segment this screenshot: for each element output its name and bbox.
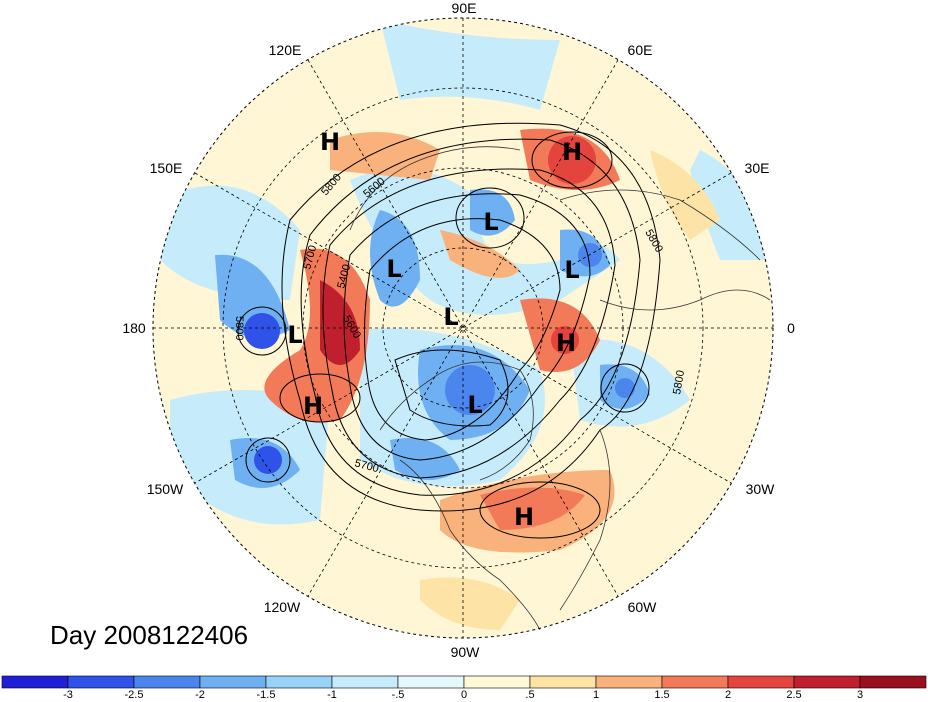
center-label: L — [443, 303, 458, 331]
colorbar: -3 -2.5 -2 -1.5 -1 -.5 0 .5 1 1.5 2 2.5 3 — [1, 675, 927, 701]
colorbar-tick-label: 1 — [593, 689, 599, 701]
colorbar-swatch — [331, 675, 399, 689]
colorbar-tick-label: -1.5 — [257, 689, 276, 701]
colorbar-swatch — [463, 675, 531, 689]
center-label: H — [562, 138, 582, 166]
longitude-labels: 90E 60E 30E 0 30W 60W 90W 120W 150W 180 … — [122, 0, 795, 660]
colorbar-tick-label: -2.5 — [125, 689, 144, 701]
colorbar-swatch — [661, 675, 729, 689]
colorbar-swatch — [265, 675, 333, 689]
colorbar-swatch — [859, 675, 927, 689]
center-label: L — [386, 255, 401, 283]
lon-label: 150E — [150, 160, 183, 176]
map-border — [152, 17, 774, 639]
colorbar-swatch — [133, 675, 201, 689]
colorbar-swatch — [67, 675, 135, 689]
contour-label: 5800 — [671, 369, 687, 395]
graticule — [153, 18, 773, 638]
lon-label: 30W — [746, 481, 776, 497]
date-title: Day 2008122406 — [50, 620, 249, 650]
contour-label: 5800 — [233, 316, 245, 340]
center-label: H — [320, 128, 340, 156]
colorbar-tick-label: -1 — [327, 689, 337, 701]
lon-label: 0 — [787, 320, 795, 336]
lon-label: 150W — [147, 481, 184, 497]
colorbar-swatch — [793, 675, 861, 689]
lon-label: 120E — [269, 42, 302, 58]
center-label: L — [564, 256, 579, 284]
colorbar-tick-label: -.5 — [392, 689, 405, 701]
colorbar-tick-label: 3 — [857, 689, 863, 701]
colorbar-swatch — [1, 675, 69, 689]
center-label: H — [514, 503, 534, 531]
colorbar-tick-label: -3 — [63, 689, 73, 701]
center-label: H — [303, 392, 323, 420]
lon-label: 30E — [745, 160, 770, 176]
center-label: L — [467, 391, 482, 419]
lon-label: 120W — [264, 599, 301, 615]
pressure-centers: H H L L L L L H H L H — [287, 128, 582, 531]
colorbar-tick-label: 2.5 — [786, 689, 801, 701]
center-label: H — [556, 329, 576, 357]
colorbar-swatch — [727, 675, 795, 689]
colorbar-tick-label: .5 — [525, 689, 534, 701]
lon-label: 90E — [452, 0, 477, 16]
colorbar-swatch — [595, 675, 663, 689]
colorbar-swatch — [529, 675, 597, 689]
lon-label: 60E — [628, 42, 653, 58]
lon-label: 60W — [628, 599, 658, 615]
colorbar-tick-label: 2 — [725, 689, 731, 701]
lon-label: 180 — [122, 320, 146, 336]
anomaly-field — [153, 18, 773, 638]
colorbar-swatch — [199, 675, 267, 689]
colorbar-tick-label: -2 — [195, 689, 205, 701]
colorbar-tick-label: 0 — [461, 689, 467, 701]
center-label: L — [287, 321, 302, 349]
coastlines — [349, 146, 771, 631]
colorbar-swatch — [397, 675, 465, 689]
lon-label: 90W — [451, 644, 481, 660]
center-label: L — [483, 208, 498, 236]
colorbar-tick-label: 1.5 — [654, 689, 669, 701]
